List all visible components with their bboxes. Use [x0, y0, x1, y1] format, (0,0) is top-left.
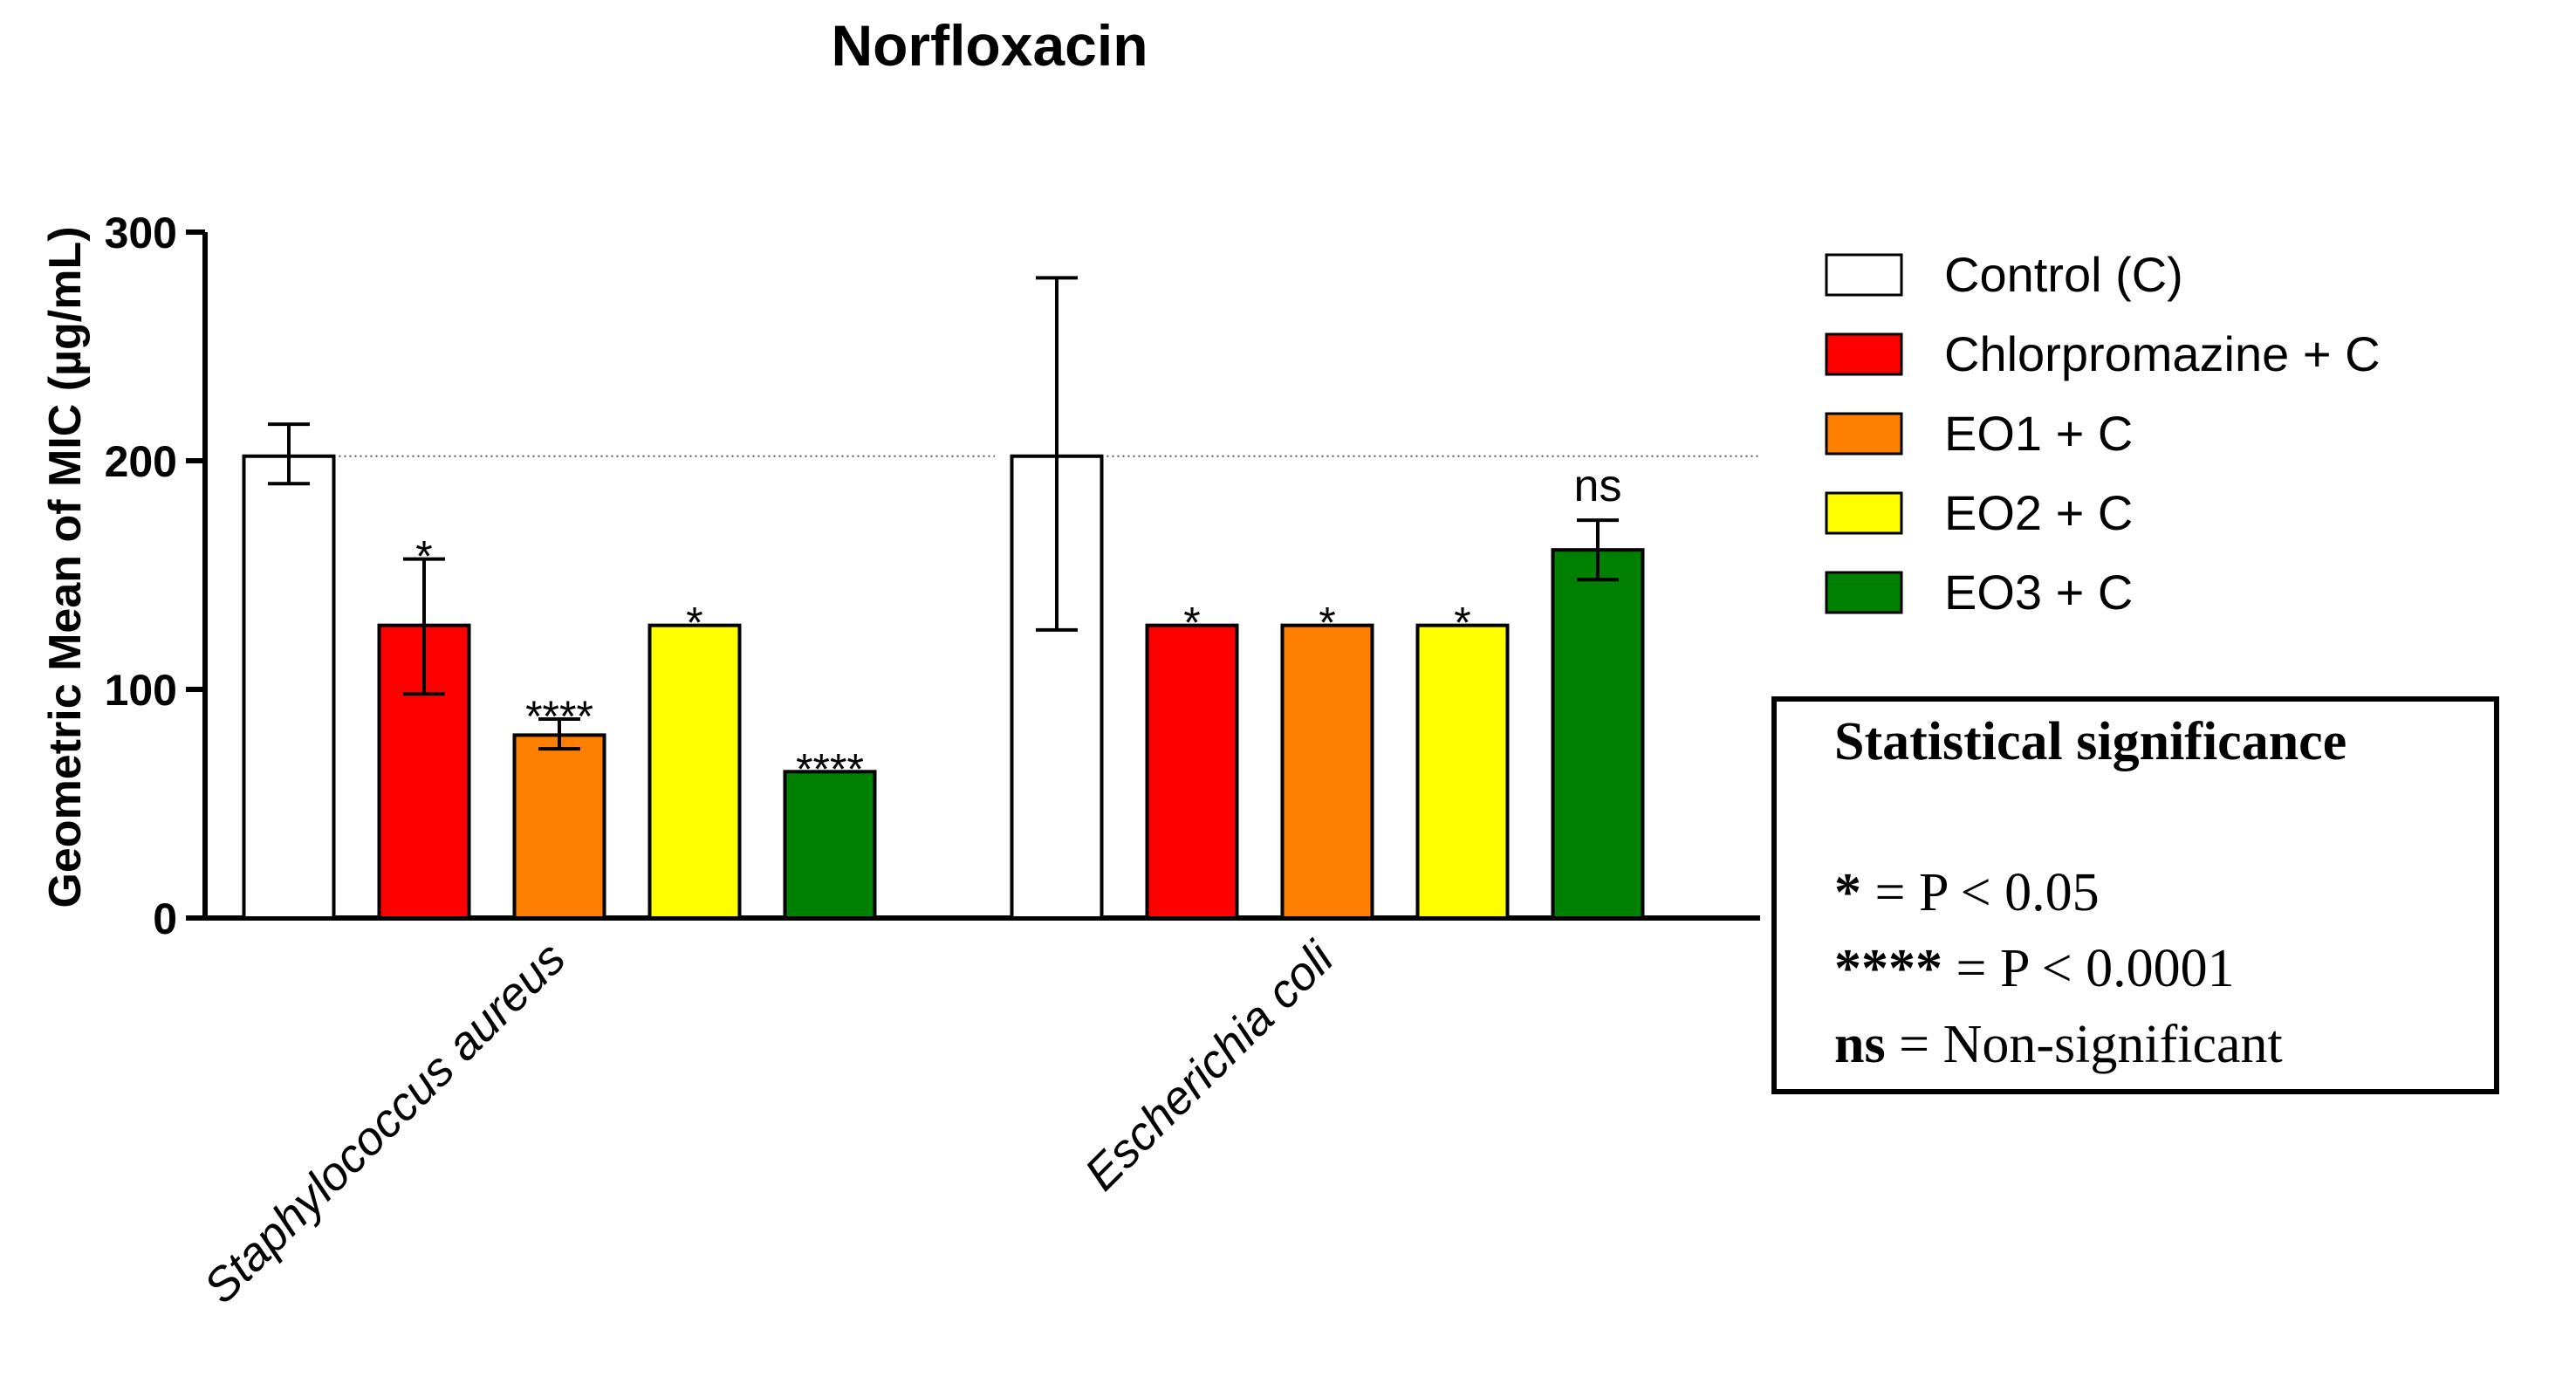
significance-box: Statistical significance * = P < 0.05 **… [1771, 696, 2499, 1094]
x-tick-label: Staphylococcus aureus [194, 932, 575, 1313]
significance-box-title: Statistical significance [1834, 712, 2346, 771]
chart-title: Norfloxacin [831, 13, 1148, 78]
legend-item-chlorpromazine: Chlorpromazine + C [1825, 326, 2381, 381]
legend-swatch-chlorpromazine [1825, 332, 1903, 376]
significance-meaning: = P < 0.0001 [1942, 939, 2235, 998]
legend-swatch-control [1825, 253, 1903, 297]
significance-symbol: * [1834, 863, 1861, 922]
bar [512, 733, 606, 921]
legend-item-eo3: EO3 + C [1825, 565, 2133, 620]
legend-label-chlorpromazine: Chlorpromazine + C [1944, 326, 2381, 381]
significance-label: **** [525, 692, 593, 741]
bar [1415, 623, 1510, 920]
legend-swatch-eo2 [1825, 491, 1903, 535]
significance-symbol: **** [1834, 939, 1942, 998]
bar [647, 623, 742, 920]
legend-label-eo1: EO1 + C [1944, 406, 2133, 461]
significance-meaning: = P < 0.05 [1861, 863, 2100, 922]
legend-item-eo1: EO1 + C [1825, 406, 2133, 461]
significance-label: * [415, 532, 432, 581]
significance-row: **** = P < 0.0001 [1834, 939, 2235, 998]
y-tick-label: 0 [153, 894, 177, 943]
y-tick-label: 200 [105, 437, 177, 486]
x-tick-label: Escherichia coli [1075, 931, 1345, 1201]
bar [1280, 623, 1374, 920]
y-tick-label: 100 [105, 666, 177, 715]
bar [783, 770, 877, 920]
significance-row: ns = Non-significant [1834, 1015, 2283, 1074]
legend-label-eo2: EO2 + C [1944, 485, 2133, 540]
significance-box-frame [1771, 696, 2499, 1094]
significance-label: * [1183, 599, 1200, 647]
legend: Control (C) Chlorpromazine + C EO1 + C E… [1825, 247, 2381, 620]
legend-swatch-eo1 [1825, 412, 1903, 456]
y-tick-label: 300 [105, 209, 177, 257]
significance-row: * = P < 0.05 [1834, 863, 2100, 922]
legend-item-eo2: EO2 + C [1825, 485, 2133, 540]
y-axis-label: Geometric Mean of MIC (µg/mL) [40, 226, 91, 908]
legend-item-control: Control (C) [1825, 247, 2183, 302]
legend-swatch-eo3 [1825, 571, 1903, 614]
legend-label-control: Control (C) [1944, 247, 2183, 302]
bar [1551, 548, 1645, 920]
significance-label: * [686, 599, 702, 647]
significance-symbol: ns [1834, 1015, 1886, 1074]
significance-label: * [1319, 599, 1335, 647]
legend-label-eo3: EO3 + C [1944, 565, 2133, 620]
bar [242, 454, 336, 920]
bar [1145, 623, 1239, 920]
significance-meaning: = Non-significant [1886, 1015, 2283, 1074]
significance-label: ns [1574, 461, 1622, 511]
significance-label: **** [796, 744, 864, 793]
significance-label: * [1454, 599, 1470, 647]
